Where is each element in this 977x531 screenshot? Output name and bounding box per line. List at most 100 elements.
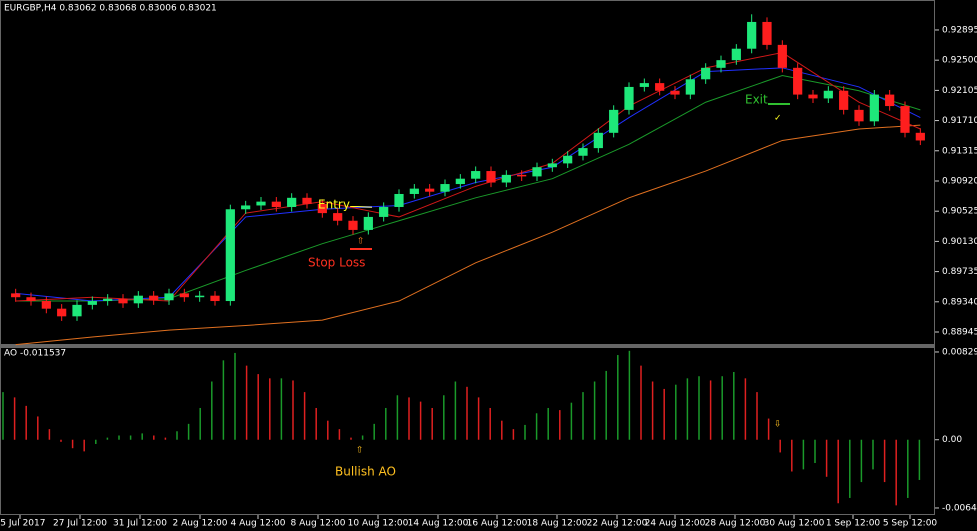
y-tick-label: 0.00 [942,435,962,445]
y-tick-label: 0.90525 [942,207,977,217]
x-tick-label: 30 Aug 12:00 [764,519,825,529]
y-tick-label: 0.90130 [942,237,977,247]
candle-body [241,205,251,210]
annotation: Bullish AO [335,465,396,479]
candle-body [885,94,895,107]
x-tick-label: 8 Aug 12:00 [291,519,346,529]
candle-body [409,188,419,194]
candle-body [133,295,143,304]
x-tick-label: 27 Jul 12:00 [53,519,107,529]
x-tick-label: 1 Sep 12:00 [826,519,881,529]
candle-body [501,174,511,183]
candle-body [256,201,266,206]
x-tick-label: 22 Aug 12:00 [587,519,648,529]
x-tick-label: 16 Aug 12:00 [467,519,528,529]
candle-body [731,48,741,61]
candle-body [517,174,527,177]
annotation: Entry [318,198,350,212]
y-tick-label: -0.006446 [942,503,977,513]
x-tick-label: 4 Aug 12:00 [231,519,286,529]
candle-body [302,197,312,204]
candle-body [532,167,542,177]
y-tick-label: 0.00829 [942,347,977,357]
candle-body [593,132,603,149]
arrow-up: ⇧ [356,446,364,456]
x-tick-label: 24 Aug 12:00 [645,519,706,529]
candle-body [440,184,450,192]
check-mark: ✓ [774,114,782,124]
x-tick-label: 18 Aug 12:00 [527,519,588,529]
candle-body [685,79,695,95]
candle-body [57,308,67,317]
y-tick-label: 0.89340 [942,297,977,307]
candle-body [41,301,51,309]
candle-body [547,163,557,168]
candle-body [455,178,465,185]
candle-body [716,60,726,68]
ao-panel-frame [0,347,935,515]
candle-body [900,106,910,133]
candle-body [287,197,297,207]
candle-body [563,155,573,164]
candle-body [87,301,97,305]
candle-body [747,21,757,49]
annotation: Stop Loss [308,256,365,270]
candle-body [210,295,220,302]
candle-body [149,295,159,301]
candle-body [333,213,343,221]
candle-body [762,21,772,45]
candle-body [793,67,803,95]
y-tick-label: 0.92105 [942,86,977,96]
candle-body [486,171,496,183]
candle-body [103,298,113,302]
x-tick-label: 31 Jul 12:00 [113,519,167,529]
x-tick-label: 14 Aug 12:00 [408,519,469,529]
candle-body [425,188,435,192]
candle-body [670,90,680,95]
candle-body [471,171,481,179]
annotation: Exit [745,93,768,107]
candle-body [808,94,818,99]
ao-header: AO -0.011537 [4,349,66,359]
symbol-header: EURGBP,H4 0.83062 0.83068 0.83006 0.8302… [4,4,217,14]
candle-body [854,109,864,122]
candle-body [869,94,879,122]
candle-body [271,201,281,207]
candle-body [394,193,404,207]
candle-body [379,206,389,217]
candle-body [578,148,588,156]
candle-body [701,67,711,80]
y-tick-label: 0.92895 [942,25,977,35]
candle-body [118,298,128,304]
x-tick-label: 25 Jul 2017 [0,519,45,529]
candle-body [348,220,358,230]
y-tick-label: 0.91710 [942,116,977,126]
candle-body [26,297,36,302]
x-tick-label: 28 Aug 12:00 [705,519,766,529]
candle-body [839,90,849,110]
arrow-up: ⇧ [357,237,365,247]
candle-body [609,109,619,133]
candle-body [639,83,649,87]
x-tick-label: 5 Sep 12:00 [883,519,938,529]
candle-body [363,216,373,230]
candle-body [777,44,787,68]
moving-average [15,124,921,346]
candle-body [915,132,925,141]
x-tick-label: 10 Aug 12:00 [348,519,409,529]
y-tick-label: 0.91315 [942,146,977,156]
arrow-down: ⇩ [774,420,782,430]
candle-body [195,295,205,298]
candle-body [823,90,833,99]
candle-body [179,293,189,298]
y-tick-label: 0.88945 [942,328,977,338]
y-tick-label: 0.89735 [942,267,977,277]
candle-body [317,203,327,214]
candle-body [11,293,21,298]
candle-body [655,83,665,91]
x-tick-label: 2 Aug 12:00 [173,519,228,529]
y-tick-label: 0.92500 [942,56,977,66]
candle-body [164,293,174,301]
